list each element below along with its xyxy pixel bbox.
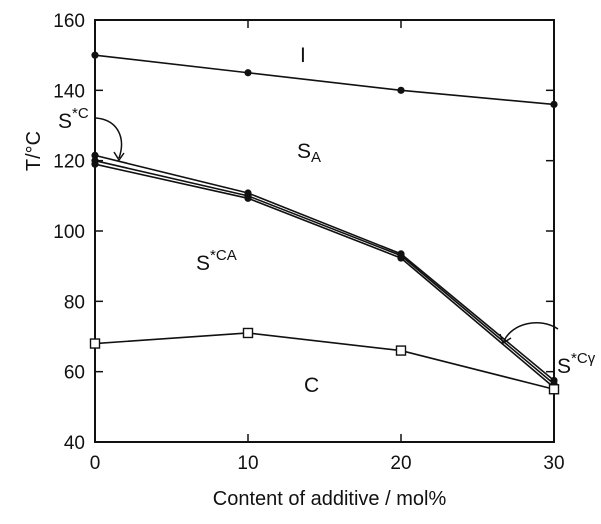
data-point-circle — [550, 100, 558, 108]
axis-tick-labels: 0 10 20 30 40 60 80 100 120 140 160 — [53, 11, 564, 474]
data-point-square — [395, 345, 407, 356]
data-point-circle — [91, 51, 99, 59]
region-label-smectic-c-gamma-star: S*Cγ — [557, 350, 596, 378]
region-label-smectic-c-gamma-sub: Cγ — [577, 350, 596, 367]
x-tick-label: 20 — [390, 453, 411, 474]
region-label-isotropic: I — [300, 44, 306, 67]
x-tick-label: 30 — [543, 453, 564, 474]
region-label-smectic-c-star: S*C — [58, 105, 89, 133]
region-label-smectic-c-gamma-main: S — [557, 355, 571, 378]
region-label-smectic-ca-sup: * — [210, 247, 216, 264]
plot-area-border — [94, 19, 555, 443]
y-tick-label: 160 — [53, 11, 85, 32]
region-label-smectic-ca-star: S*CA — [196, 247, 237, 275]
data-point-circle — [91, 160, 99, 168]
series-line-4 — [94, 163, 555, 389]
data-point-circle — [244, 194, 252, 202]
region-label-smectic-a-sub: A — [311, 149, 321, 166]
region-label-smectic-ca-sub: CA — [216, 247, 237, 264]
x-axis-title: Content of additive / mol% — [213, 488, 447, 510]
y-tick-label: 120 — [53, 152, 85, 173]
x-tick-label: 10 — [237, 453, 258, 474]
data-point-circle — [397, 86, 405, 94]
plot-frame — [94, 19, 555, 443]
region-label-smectic-ca-main: S — [196, 252, 210, 275]
sc-gamma-star-callout-arrow — [499, 322, 559, 345]
x-tick-label: 0 — [90, 453, 101, 474]
data-markers — [89, 51, 560, 395]
series-line-1 — [94, 54, 555, 106]
data-point-circle — [91, 151, 99, 159]
y-tick-label: 60 — [64, 363, 85, 384]
series-line-3 — [94, 159, 555, 385]
region-label-smectic-c-sub: C — [78, 105, 89, 122]
region-label-smectic-c-sup: * — [72, 105, 78, 122]
region-label-crystal: C — [304, 374, 319, 397]
series-line-5 — [94, 332, 555, 391]
region-label-smectic-c-gamma-sup: * — [571, 350, 577, 367]
y-tick-label: 40 — [64, 433, 85, 454]
region-label-smectic-c-main: S — [58, 110, 72, 133]
y-tick-label: 100 — [53, 222, 85, 243]
y-tick-label: 80 — [64, 292, 85, 313]
y-tick-label: 140 — [53, 81, 85, 102]
region-label-smectic-a-main: S — [297, 140, 311, 163]
data-point-square — [242, 327, 254, 339]
axis-ticks — [94, 19, 555, 443]
data-point-square — [548, 384, 560, 395]
y-axis-title: T/°C — [23, 131, 45, 171]
data-point-circle — [397, 254, 405, 262]
data-point-square — [89, 338, 101, 349]
region-label-smectic-a: SA — [297, 140, 321, 166]
sc-star-callout-arrow — [95, 117, 125, 162]
data-point-circle — [244, 69, 252, 77]
series-line-2 — [94, 154, 555, 382]
data-series — [94, 54, 555, 391]
